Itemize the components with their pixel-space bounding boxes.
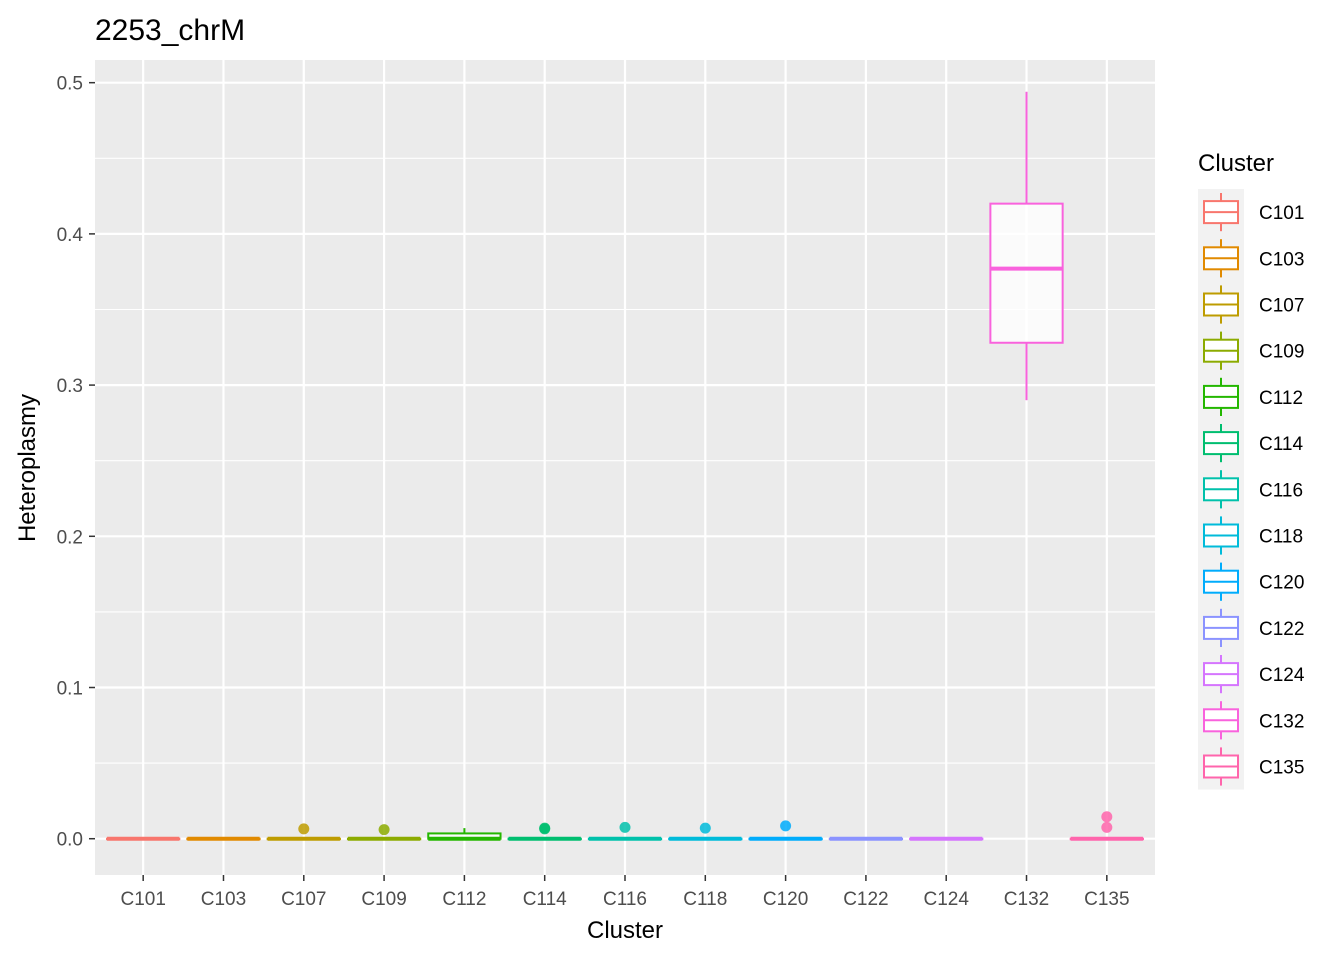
y-axis-title: Heteroplasmy bbox=[14, 394, 41, 542]
y-tick-label: 0.4 bbox=[57, 225, 84, 246]
legend-item-c132: C132 bbox=[1203, 701, 1304, 740]
legend-item-c122: C122 bbox=[1203, 608, 1304, 647]
legend-label: C122 bbox=[1259, 619, 1304, 640]
x-tick-label: C122 bbox=[843, 889, 888, 910]
x-tick-label: C112 bbox=[442, 889, 486, 910]
x-tick-label: C103 bbox=[201, 889, 246, 910]
outlier-point bbox=[699, 822, 711, 834]
x-tick-label: C135 bbox=[1084, 889, 1129, 910]
legend-label: C116 bbox=[1259, 480, 1303, 501]
y-tick-label: 0.0 bbox=[57, 830, 83, 851]
x-tick-label: C109 bbox=[361, 889, 406, 910]
x-axis-title: Cluster bbox=[587, 917, 663, 944]
legend-item-c103: C103 bbox=[1203, 239, 1304, 278]
legend-item-c101: C101 bbox=[1203, 193, 1304, 232]
legend-item-c124: C124 bbox=[1203, 655, 1305, 694]
legend-label: C132 bbox=[1259, 711, 1304, 732]
y-tick-label: 0.1 bbox=[57, 679, 83, 700]
x-tick-label: C132 bbox=[1004, 889, 1049, 910]
legend-items: C101 C103 C107 C109 C112 C114 C116 C118 C120 C122… bbox=[1198, 189, 1305, 790]
box-c118 bbox=[668, 822, 743, 841]
legend-label: C112 bbox=[1259, 388, 1303, 409]
box-c124 bbox=[909, 836, 984, 841]
x-tick-label: C101 bbox=[120, 889, 165, 910]
legend-label: C107 bbox=[1259, 296, 1304, 317]
legend-item-c114: C114 bbox=[1203, 424, 1303, 463]
x-tick-label: C118 bbox=[683, 889, 727, 910]
legend-label: C109 bbox=[1259, 342, 1304, 363]
legend-title: Cluster bbox=[1198, 150, 1274, 177]
x-tick-label: C120 bbox=[763, 889, 808, 910]
chart-title: 2253_chrM bbox=[95, 14, 245, 47]
legend-label: C114 bbox=[1259, 434, 1303, 455]
outlier-point bbox=[1101, 821, 1113, 833]
legend-item-c112: C112 bbox=[1203, 377, 1303, 416]
box-c101 bbox=[106, 836, 181, 841]
legend-item-c120: C120 bbox=[1203, 562, 1304, 601]
legend-item-c135: C135 bbox=[1203, 747, 1304, 786]
legend-item-c118: C118 bbox=[1203, 516, 1303, 555]
legend-label: C120 bbox=[1259, 573, 1304, 594]
x-tick-label: C107 bbox=[281, 889, 326, 910]
box-series bbox=[106, 91, 1144, 841]
box-c135 bbox=[1069, 811, 1144, 841]
legend-label: C118 bbox=[1259, 527, 1303, 548]
box-c112 bbox=[427, 828, 502, 841]
legend-label: C103 bbox=[1259, 249, 1304, 270]
box-body bbox=[989, 202, 1064, 344]
legend-label: C101 bbox=[1259, 203, 1304, 224]
outlier-point bbox=[1101, 811, 1113, 823]
box-c122 bbox=[828, 836, 904, 841]
legend: Cluster C101 C103 C107 C109 C112 C114 C116 C118… bbox=[1198, 150, 1305, 790]
outlier-point bbox=[539, 822, 551, 834]
major-gridlines bbox=[95, 60, 1155, 875]
legend-item-c109: C109 bbox=[1203, 331, 1304, 370]
box-c114 bbox=[507, 822, 582, 841]
box-c116 bbox=[587, 821, 663, 841]
outlier-point bbox=[378, 824, 390, 836]
outlier-point bbox=[298, 823, 310, 835]
x-tick-label: C114 bbox=[523, 889, 567, 910]
box-c107 bbox=[266, 823, 341, 841]
legend-item-c107: C107 bbox=[1203, 285, 1304, 324]
box-c109 bbox=[346, 824, 422, 841]
y-tick-label: 0.3 bbox=[57, 376, 83, 397]
legend-item-c116: C116 bbox=[1203, 470, 1303, 509]
box-c120 bbox=[748, 820, 823, 841]
legend-label: C135 bbox=[1259, 758, 1304, 779]
y-axis: 0.0 0.1 0.2 0.3 0.4 0.5 bbox=[57, 74, 95, 851]
x-tick-label: C124 bbox=[924, 889, 970, 910]
y-tick-label: 0.2 bbox=[57, 527, 83, 548]
box-c132 bbox=[989, 91, 1064, 401]
x-tick-label: C116 bbox=[603, 889, 647, 910]
legend-label: C124 bbox=[1259, 665, 1305, 686]
y-tick-label: 0.5 bbox=[57, 74, 83, 95]
outlier-point bbox=[780, 820, 792, 832]
box-c103 bbox=[186, 836, 261, 841]
outlier-point bbox=[619, 821, 631, 833]
x-axis: C101 C103 C107 C109 C112 C114 C116 C118 C120 C122… bbox=[120, 875, 1130, 910]
